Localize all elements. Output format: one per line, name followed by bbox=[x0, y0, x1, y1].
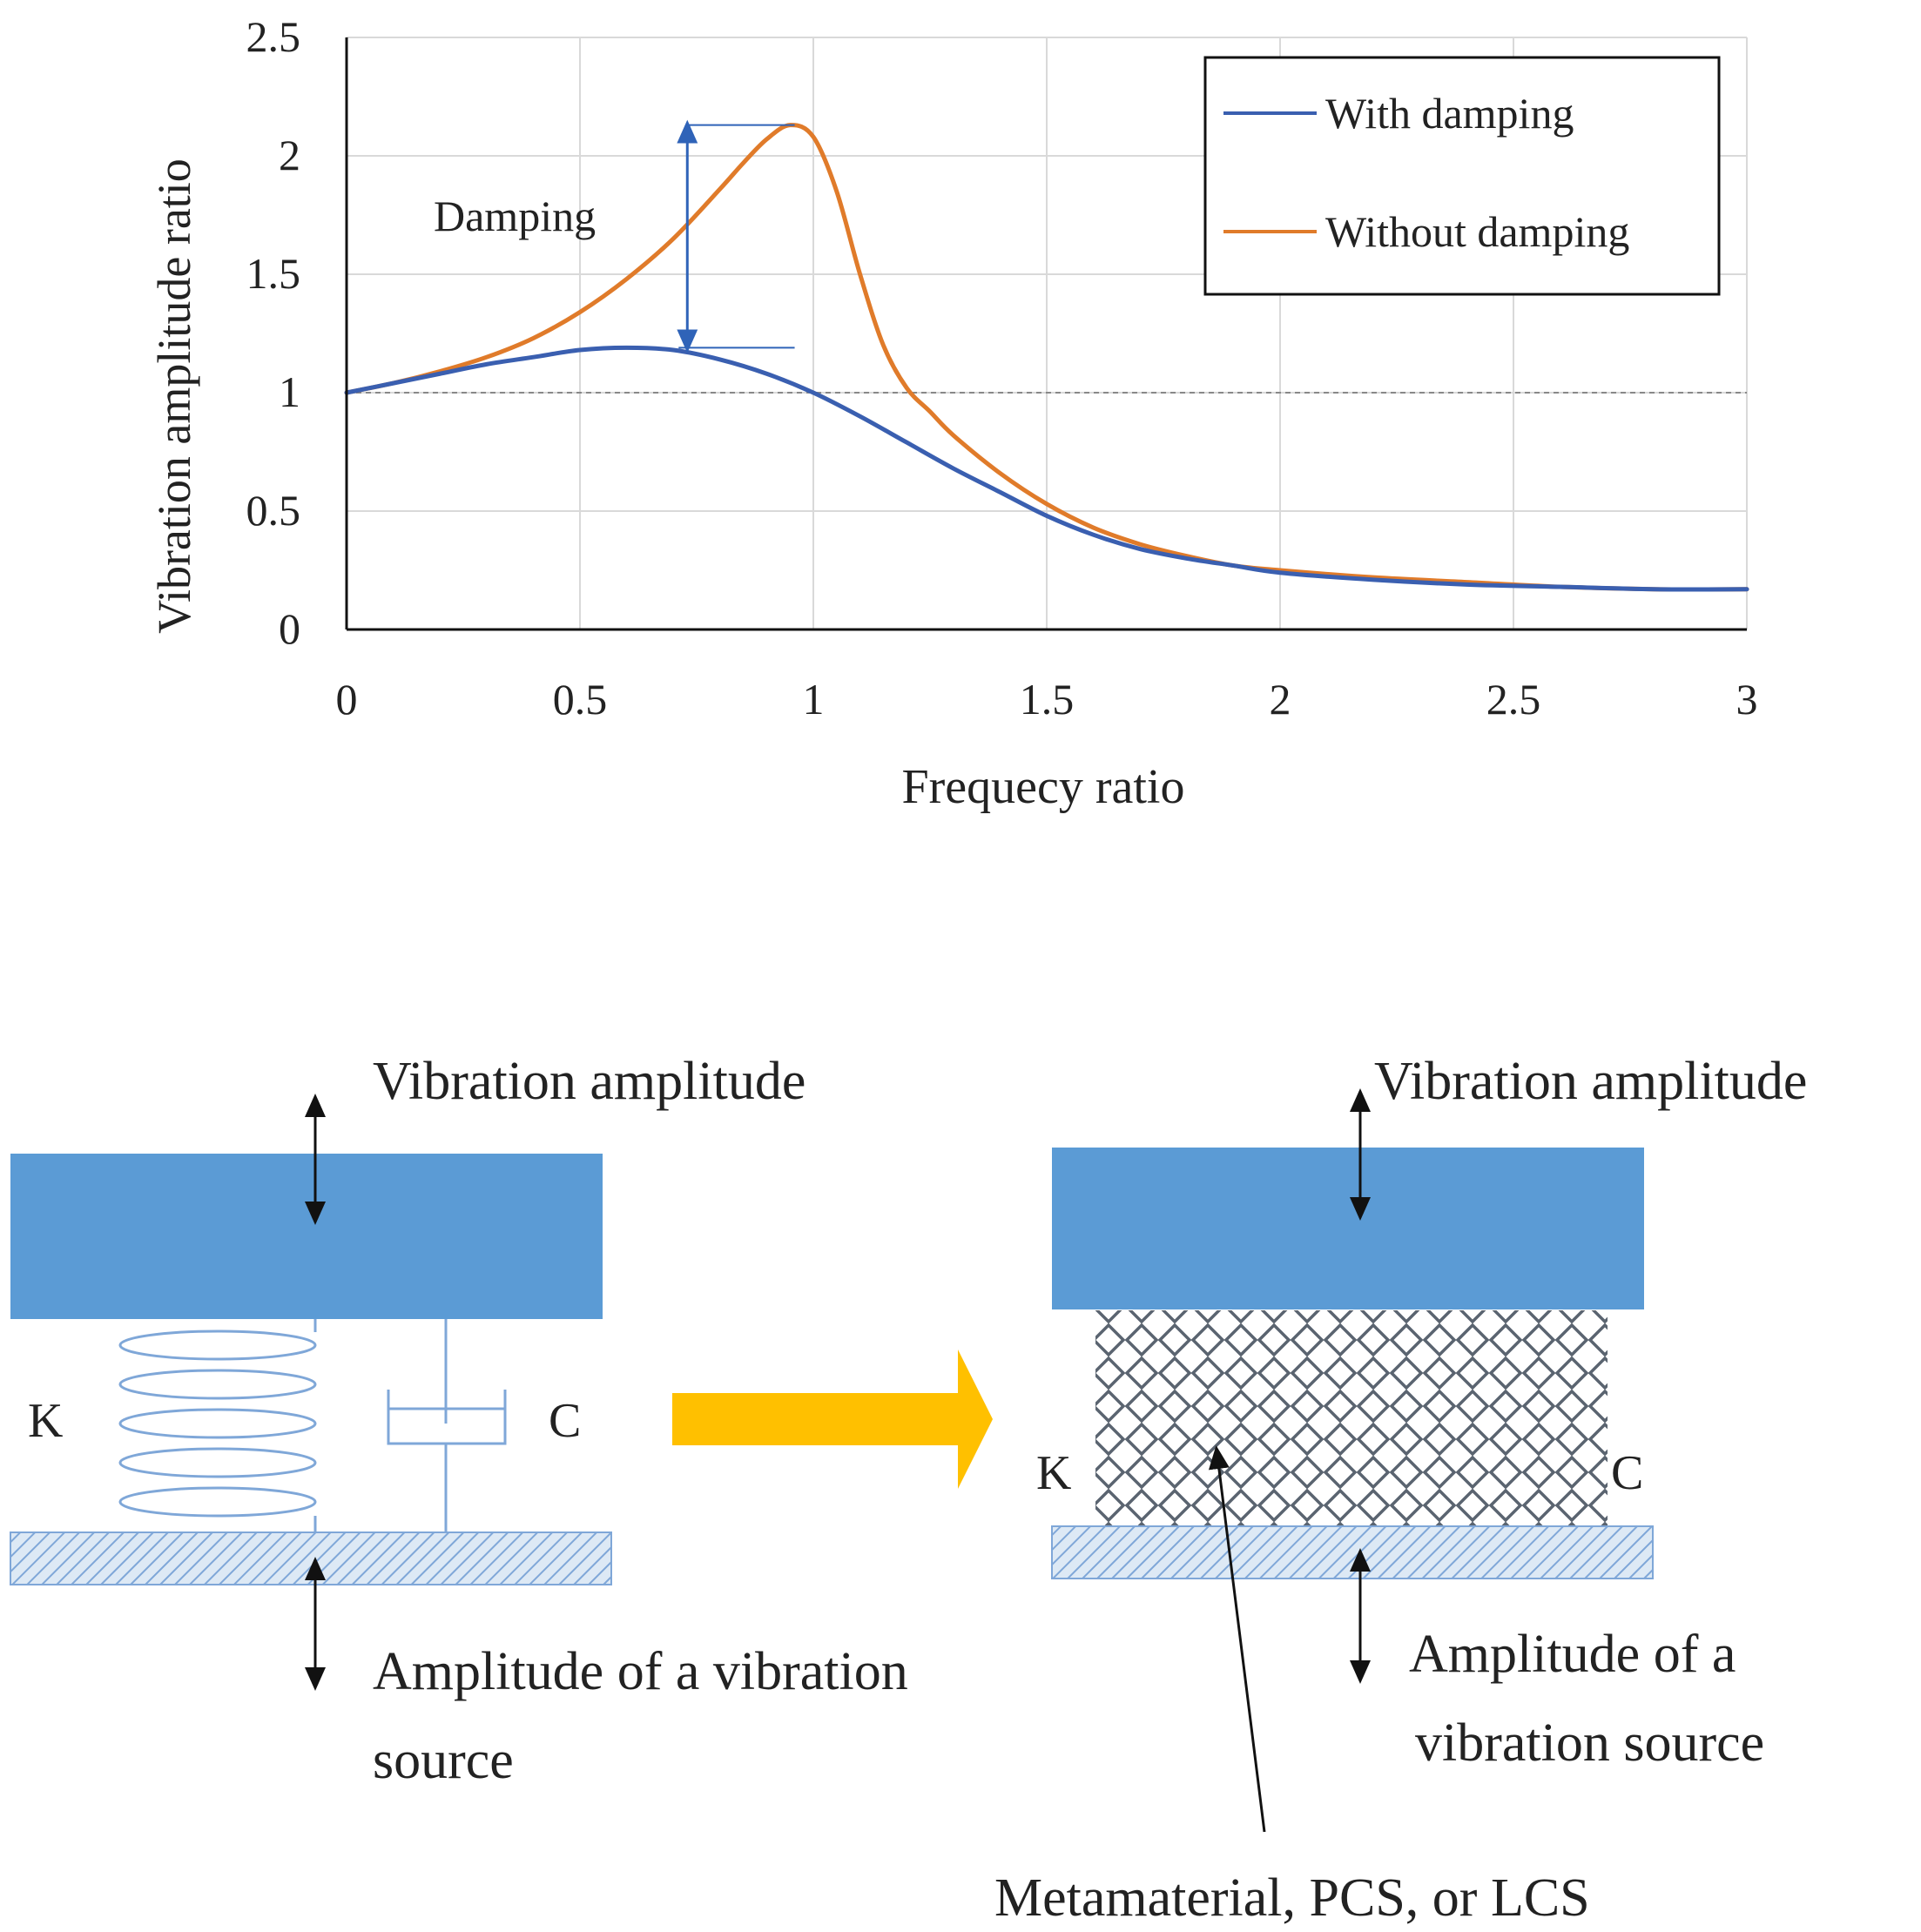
right-c-label: C bbox=[1611, 1446, 1643, 1500]
series-line-without-damping bbox=[344, 123, 1749, 592]
legend: With damping Without damping bbox=[1203, 56, 1721, 296]
right-base-hatched bbox=[1051, 1525, 1654, 1579]
x-tick-label: 1 bbox=[803, 675, 825, 724]
plot-frame bbox=[345, 37, 1747, 631]
right-mass-block bbox=[1052, 1148, 1644, 1309]
x-tick-label: 0.5 bbox=[553, 675, 608, 724]
x-tick-label: 3 bbox=[1736, 675, 1758, 724]
chart: 0 0.5 1 1.5 2 2.5 0 0.5 1 1.5 2 2.5 3 Vibration amp… bbox=[148, 12, 1758, 814]
x-tick-label: 2 bbox=[1270, 675, 1291, 724]
annotation-label: Damping bbox=[434, 192, 596, 240]
left-bottom-label-line1: Amplitude of a vibration bbox=[373, 1642, 908, 1701]
left-bottom-label-line2: source bbox=[373, 1731, 514, 1790]
left-base-hatched bbox=[10, 1531, 612, 1585]
y-tick-label: 1.5 bbox=[246, 249, 301, 298]
metamaterial-label: Metamaterial, PCS, or LCS bbox=[994, 1868, 1590, 1928]
damper-c bbox=[387, 1319, 507, 1532]
legend-label-with-damping: With damping bbox=[1325, 89, 1574, 138]
left-diagram: Vibration amplitude K C Amplitude of a v… bbox=[10, 1052, 908, 1790]
left-mass-block bbox=[10, 1154, 603, 1319]
left-c-label: C bbox=[549, 1394, 581, 1448]
right-bottom-label-line1: Amplitude of a bbox=[1409, 1625, 1736, 1684]
y-tick-labels: 0 0.5 1 1.5 2 2.5 bbox=[246, 12, 301, 653]
x-axis-label: Frequecy ratio bbox=[902, 760, 1185, 814]
metamaterial-pointer-line bbox=[1208, 1445, 1266, 1833]
right-bottom-label-line2: vibration source bbox=[1415, 1713, 1764, 1773]
right-diagram: Vibration amplitude K C Amplitude of a v… bbox=[994, 1052, 1807, 1928]
y-tick-label: 2 bbox=[279, 131, 300, 179]
transition-arrow bbox=[672, 1350, 993, 1489]
y-tick-label: 1 bbox=[279, 367, 300, 416]
legend-label-without-damping: Without damping bbox=[1325, 207, 1629, 256]
legend-box bbox=[1203, 56, 1721, 296]
metamaterial-lattice bbox=[1095, 1310, 1608, 1526]
y-tick-label: 0 bbox=[279, 604, 300, 653]
x-tick-label: 1.5 bbox=[1020, 675, 1075, 724]
right-top-label: Vibration amplitude bbox=[1374, 1052, 1807, 1111]
x-tick-label: 2.5 bbox=[1486, 675, 1541, 724]
series-line-with-damping bbox=[344, 345, 1749, 592]
y-tick-label: 0.5 bbox=[246, 486, 301, 535]
right-k-label: K bbox=[1036, 1446, 1071, 1500]
damping-annotation: Damping bbox=[434, 119, 795, 353]
left-k-label: K bbox=[28, 1394, 63, 1448]
y-tick-label: 2.5 bbox=[246, 12, 301, 61]
series-layer bbox=[344, 123, 1749, 592]
x-tick-label: 0 bbox=[336, 675, 358, 724]
x-tick-labels: 0 0.5 1 1.5 2 2.5 3 bbox=[336, 675, 1758, 724]
y-axis-label: Vibration amplitude ratio bbox=[148, 158, 200, 634]
spring-k bbox=[118, 1319, 317, 1532]
left-top-label: Vibration amplitude bbox=[373, 1052, 805, 1111]
